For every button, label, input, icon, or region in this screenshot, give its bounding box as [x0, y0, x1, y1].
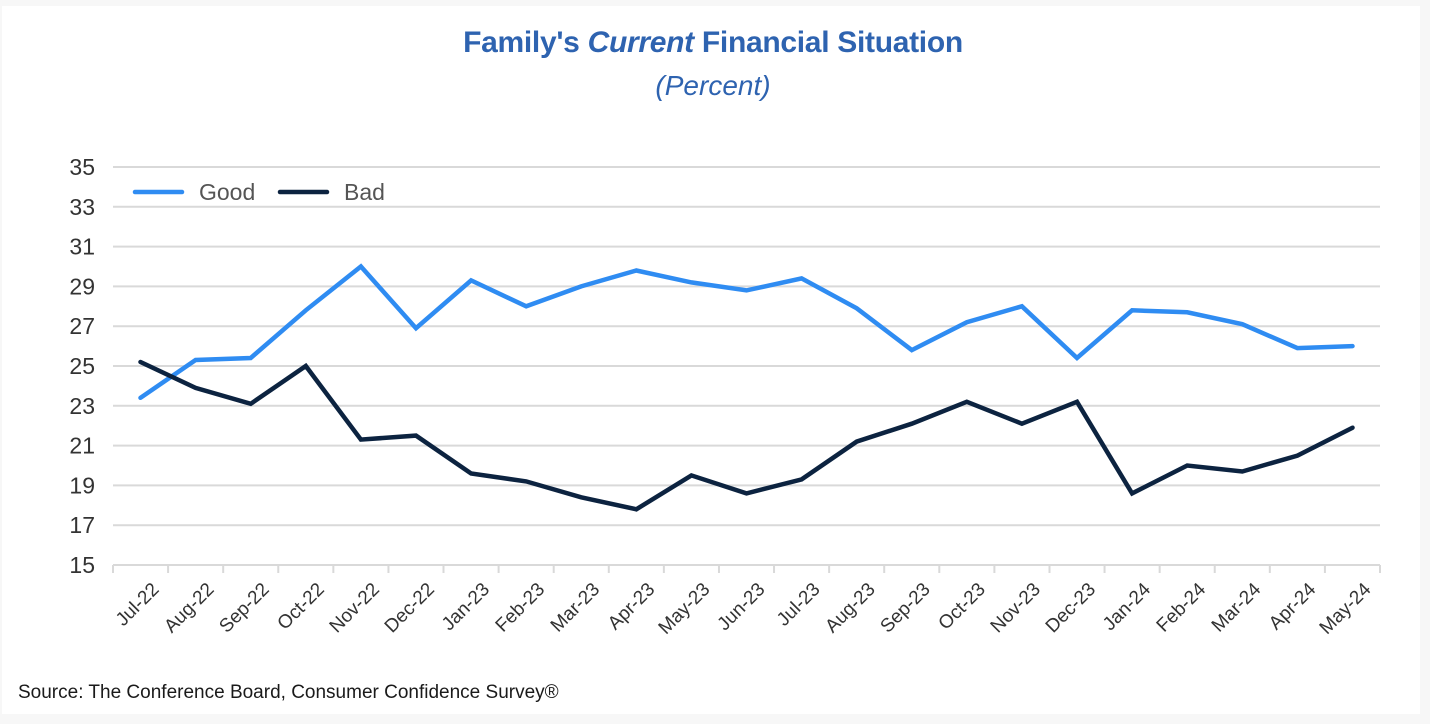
title-part-1: Family's: [463, 26, 588, 59]
x-tick-label: Jul-23: [773, 579, 824, 630]
x-tick-label: Jan-23: [438, 579, 494, 635]
legend: Good Bad: [132, 179, 385, 205]
x-tick-label: Oct-22: [274, 579, 329, 634]
y-axis-tick-labels: 15 17 19 21 23 25 27 29 31 33 35: [69, 154, 95, 578]
x-tick-label: Aug-22: [160, 579, 218, 637]
x-tick-label: Dec-22: [381, 579, 439, 637]
x-tick-label: Apr-23: [604, 579, 659, 634]
y-tick-label: 21: [69, 433, 95, 459]
x-tick-label: Aug-23: [821, 579, 879, 637]
chart-subtitle: (Percent): [655, 70, 771, 101]
y-tick-label: 35: [69, 154, 95, 180]
x-tick-label: May-24: [1316, 579, 1376, 639]
y-tick-label: 23: [69, 393, 95, 419]
x-axis: [112, 564, 1381, 573]
x-tick-label: Nov-23: [987, 579, 1045, 637]
y-tick-label: 33: [69, 194, 95, 220]
x-tick-label: Sep-23: [877, 579, 935, 637]
x-tick-label: Apr-24: [1265, 579, 1320, 634]
x-tick-label: Mar-23: [547, 579, 604, 636]
series-lines: [138, 263, 1355, 512]
title-part-3: Financial Situation: [693, 26, 963, 59]
x-tick-label: Dec-23: [1042, 579, 1100, 637]
y-tick-label: 17: [69, 512, 95, 538]
x-tick-label: Jun-23: [714, 579, 770, 635]
x-tick-label: Feb-23: [492, 579, 549, 636]
series-line-bad: [138, 359, 1355, 512]
x-tick-label: Mar-24: [1208, 579, 1266, 637]
legend-label-good: Good: [199, 179, 255, 205]
x-tick-label: Jan-24: [1099, 579, 1155, 635]
x-tick-label: Feb-24: [1153, 579, 1211, 637]
y-tick-label: 31: [69, 234, 95, 260]
y-tick-label: 15: [69, 552, 95, 578]
y-tick-label: 19: [69, 472, 95, 498]
source-note: Source: The Conference Board, Consumer C…: [18, 682, 559, 703]
gridlines: [113, 166, 1380, 527]
legend-label-bad: Bad: [344, 179, 385, 205]
y-tick-label: 27: [69, 313, 95, 339]
x-tick-label: May-23: [655, 579, 715, 639]
y-tick-label: 29: [69, 273, 95, 299]
x-tick-label: Nov-22: [326, 579, 384, 637]
y-tick-label: 25: [69, 353, 95, 379]
x-tick-label: Oct-23: [935, 579, 990, 634]
title-part-italic: Current: [587, 26, 695, 59]
chart-title: Family's Current Financial Situation: [0, 26, 1426, 60]
x-tick-label: Jul-22: [112, 579, 163, 630]
x-tick-label: Sep-22: [215, 579, 273, 637]
